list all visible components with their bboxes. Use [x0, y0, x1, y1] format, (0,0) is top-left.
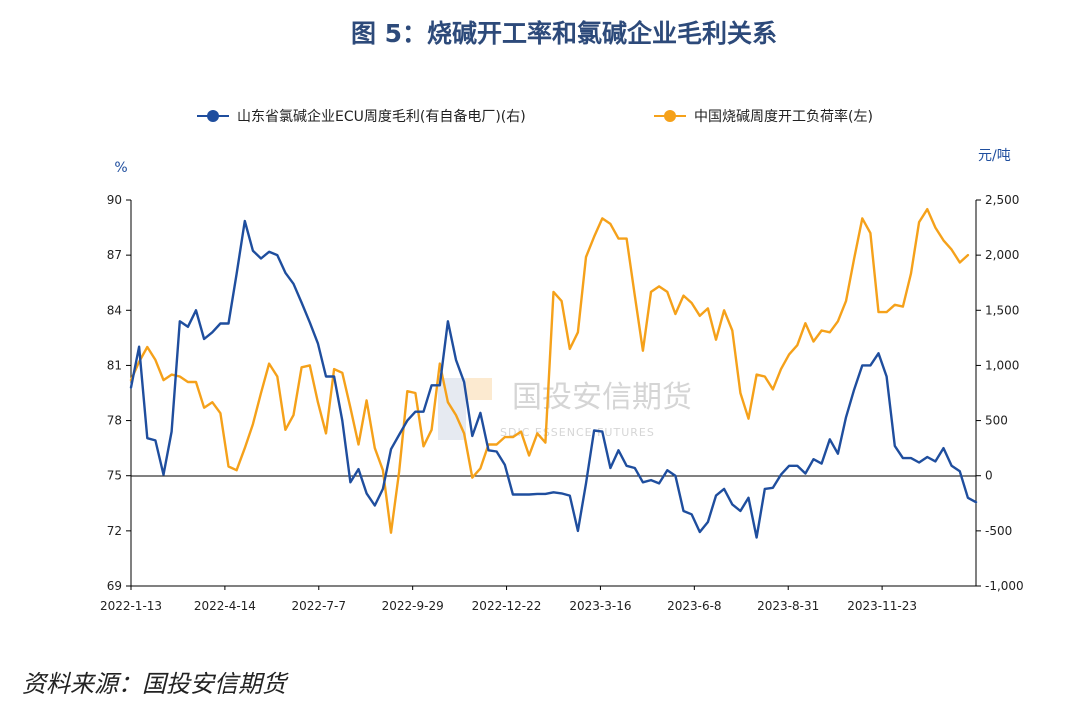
source-note: 资料来源：国投安信期货 — [22, 670, 289, 698]
x-tick-label: 2022-4-14 — [194, 599, 256, 613]
legend-label-ecu-margin: 山东省氯碱企业ECU周度毛利(有自备电厂)(右) — [237, 108, 526, 125]
series-group — [129, 207, 978, 539]
left-tick-label: 75 — [107, 469, 122, 483]
left-tick-label: 81 — [107, 358, 122, 372]
x-tick-label: 2023-11-23 — [847, 599, 917, 613]
x-tick-label: 2022-1-13 — [100, 599, 162, 613]
legend-marker-ecu-margin — [207, 110, 219, 122]
legend: 山东省氯碱企业ECU周度毛利(有自备电厂)(右) 中国烧碱周度开工负荷率(左) — [197, 108, 873, 125]
right-tick-label: 1,500 — [985, 303, 1019, 317]
right-tick-label: 1,000 — [985, 358, 1019, 372]
right-tick-label: -1,000 — [985, 579, 1024, 593]
right-axis-ticks: -1,000 -500 0 500 1,000 1,500 2,000 2,500 — [976, 193, 1024, 593]
legend-marker-operating-rate — [664, 110, 676, 122]
right-tick-label: 500 — [985, 414, 1008, 428]
legend-label-operating-rate: 中国烧碱周度开工负荷率(左) — [694, 108, 873, 125]
left-tick-label: 72 — [107, 524, 122, 538]
x-tick-label: 2022-12-22 — [472, 599, 542, 613]
x-tick-label: 2022-7-7 — [292, 599, 346, 613]
left-tick-label: 87 — [107, 248, 122, 262]
x-tick-label: 2023-3-16 — [569, 599, 631, 613]
right-tick-label: 2,500 — [985, 193, 1019, 207]
x-tick-label: 2022-9-29 — [382, 599, 444, 613]
right-tick-label: -500 — [985, 524, 1012, 538]
right-tick-label: 2,000 — [985, 248, 1019, 262]
right-tick-label: 0 — [985, 469, 993, 483]
left-axis-unit: % — [114, 160, 127, 176]
left-tick-label: 69 — [107, 579, 122, 593]
x-tick-label: 2023-8-31 — [757, 599, 819, 613]
series-line-operating-rate — [129, 207, 970, 534]
right-axis-unit: 元/吨 — [978, 148, 1011, 164]
x-axis-ticks: 2022-1-13 2022-4-14 2022-7-7 2022-9-29 2022-… — [100, 586, 917, 613]
left-tick-label: 90 — [107, 193, 122, 207]
left-tick-label: 84 — [107, 303, 122, 317]
left-tick-label: 78 — [107, 414, 122, 428]
x-tick-label: 2023-6-8 — [667, 599, 721, 613]
series-line-ecu-margin — [129, 219, 978, 539]
left-axis-ticks: 69 72 75 78 81 84 87 90 — [107, 193, 131, 593]
watermark: 国投安信期货 SDIC ESSENCE FUTURES — [438, 378, 692, 440]
chart-title: 图 5：烧碱开工率和氯碱企业毛利关系 — [351, 19, 777, 48]
watermark-logo-accent — [466, 378, 492, 400]
watermark-text-cn: 国投安信期货 — [512, 380, 692, 415]
